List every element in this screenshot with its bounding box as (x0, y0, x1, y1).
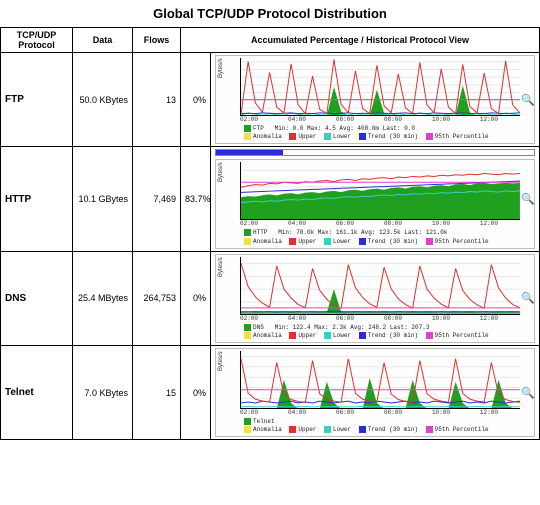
cell-protocol: FTP (1, 53, 73, 147)
cell-flows: 13 (133, 53, 181, 147)
chart-legend: Telnet Anomalia Upper Lower Trend (30 mi… (218, 416, 532, 434)
plot-area (240, 162, 520, 220)
cell-chart: Bytes/s 02:0004:0006:0008:0010:0012:00 F… (211, 53, 540, 147)
x-axis: 02:0004:0006:0008:0010:0012:00 (218, 116, 498, 123)
col-flows: Flows (133, 28, 181, 53)
cell-chart: Bytes/s 02:0004:0006:0008:0010:0012:00 T… (211, 346, 540, 440)
y-axis-label: Bytes/s (218, 58, 224, 78)
cell-chart: Bytes/s 02:0004:0006:0008:0010:0012:00 H… (211, 147, 540, 251)
chart-ftp: Bytes/s 02:0004:0006:0008:0010:0012:00 F… (215, 55, 535, 144)
zoom-icon[interactable]: 🔍 (521, 93, 535, 106)
cell-flows: 7,469 (133, 147, 181, 251)
table-row: Telnet 7.0 KBytes 15 0% Bytes/s 02:0004:… (1, 346, 540, 440)
cell-chart: Bytes/s 02:0004:0006:0008:0010:0012:00 D… (211, 251, 540, 345)
x-axis: 02:0004:0006:0008:0010:0012:00 (218, 220, 498, 227)
cell-data: 7.0 KBytes (73, 346, 133, 440)
chart-http: Bytes/s 02:0004:0006:0008:0010:0012:00 H… (215, 159, 535, 248)
accum-pct-bar (215, 149, 535, 156)
x-axis: 02:0004:0006:0008:0010:0012:00 (218, 315, 498, 322)
col-chart: Accumulated Percentage / Historical Prot… (181, 28, 540, 53)
zoom-icon[interactable]: 🔍 (521, 386, 535, 399)
chart-legend: DNS Min: 122.4 Max: 2.3k Avg: 248.2 Last… (218, 322, 532, 340)
page-title: Global TCP/UDP Protocol Distribution (0, 0, 540, 27)
plot-area (240, 351, 520, 409)
chart-legend: FTP Min: 0.0 Max: 4.5 Avg: 408.0m Last: … (218, 123, 532, 141)
cell-data: 10.1 GBytes (73, 147, 133, 251)
cell-data: 25.4 MBytes (73, 251, 133, 345)
plot-area (240, 58, 520, 116)
zoom-icon[interactable]: 🔍 (521, 193, 535, 206)
cell-flows: 15 (133, 346, 181, 440)
col-data: Data (73, 28, 133, 53)
table-row: HTTP 10.1 GBytes 7,469 83.7% Bytes/s 02:… (1, 147, 540, 251)
chart-legend: HTTP Min: 78.0k Max: 161.1k Avg: 123.5k … (218, 227, 532, 245)
y-axis-label: Bytes/s (218, 257, 224, 277)
y-axis-label: Bytes/s (218, 351, 224, 371)
cell-data: 50.0 KBytes (73, 53, 133, 147)
x-axis: 02:0004:0006:0008:0010:0012:00 (218, 409, 498, 416)
cell-pct: 0% (181, 251, 211, 345)
zoom-icon[interactable]: 🔍 (521, 292, 535, 305)
chart-telnet: Bytes/s 02:0004:0006:0008:0010:0012:00 T… (215, 348, 535, 437)
col-protocol: TCP/UDP Protocol (1, 28, 73, 53)
cell-flows: 264,753 (133, 251, 181, 345)
table-row: DNS 25.4 MBytes 264,753 0% Bytes/s 02:00… (1, 251, 540, 345)
chart-dns: Bytes/s 02:0004:0006:0008:0010:0012:00 D… (215, 254, 535, 343)
cell-protocol: DNS (1, 251, 73, 345)
cell-protocol: Telnet (1, 346, 73, 440)
cell-pct: 0% (181, 346, 211, 440)
cell-protocol: HTTP (1, 147, 73, 251)
y-axis-label: Bytes/s (218, 163, 224, 183)
protocol-table: TCP/UDP Protocol Data Flows Accumulated … (0, 27, 540, 440)
table-row: FTP 50.0 KBytes 13 0% Bytes/s 02:0004:00… (1, 53, 540, 147)
plot-area (240, 257, 520, 315)
cell-pct: 83.7% (181, 147, 211, 251)
cell-pct: 0% (181, 53, 211, 147)
table-header-row: TCP/UDP Protocol Data Flows Accumulated … (1, 28, 540, 53)
